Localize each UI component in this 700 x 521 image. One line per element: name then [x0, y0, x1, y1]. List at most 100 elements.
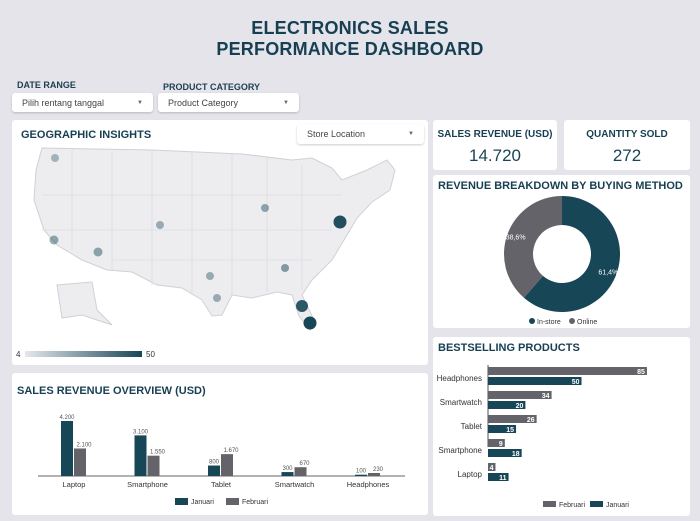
overview-title: SALES REVENUE OVERVIEW (USD) [17, 385, 206, 397]
legend-swatch [569, 318, 575, 324]
bar-value: 34 [542, 393, 550, 400]
bar-value: 100 [356, 469, 367, 475]
legend-max: 50 [146, 350, 155, 359]
bar-januari [355, 474, 367, 476]
date-range-value: Pilih rentang tanggal [22, 97, 105, 108]
chevron-down-icon: ▼ [408, 131, 414, 137]
bar-februari [368, 472, 380, 476]
bar-value: 50 [572, 379, 580, 386]
bar-value: 4 [490, 465, 494, 472]
bar-februari [488, 439, 505, 447]
legend-min: 4 [16, 350, 21, 359]
slice-label: 38,6% [506, 235, 526, 242]
store-location-value: Store Location [307, 129, 366, 139]
bar-januari [488, 401, 526, 409]
bar-januari [488, 473, 509, 481]
bestselling-title: BESTSELLING PRODUCTS [438, 342, 580, 354]
location-bubble [51, 154, 59, 162]
legend-swatch [529, 318, 535, 324]
sales-revenue-overview-card: SALES REVENUE OVERVIEW (USD) Laptop 4.200… [12, 373, 428, 515]
kpi-revenue-value: 14.720 [469, 146, 521, 165]
location-bubble [281, 264, 289, 272]
bar-value: 11 [499, 475, 507, 482]
bar-februari [488, 463, 496, 471]
bar-februari [488, 367, 647, 375]
product-category-value: Product Category [168, 97, 239, 108]
kpi-qty-value: 272 [612, 146, 642, 165]
store-location-dropdown[interactable]: Store Location ▼ [297, 124, 424, 144]
bar-januari [134, 435, 147, 476]
location-bubble [49, 235, 59, 245]
bar-value: 9 [499, 441, 503, 448]
product-category-label: PRODUCT CATEGORY [163, 82, 261, 92]
category-label: Headphones [437, 374, 482, 383]
legend-label: Januari [606, 502, 629, 509]
bar-value: 800 [209, 460, 220, 466]
sales-overview-chart: Laptop 4.200 2.100 Smartphone 3.100 1.550 Tabl… [38, 415, 405, 506]
bar-value: 15 [506, 427, 514, 434]
bar-februari [488, 415, 537, 423]
bar-januari [208, 465, 220, 476]
bar-value: 4.200 [59, 415, 75, 421]
date-range-label: DATE RANGE [17, 80, 76, 90]
bar-value: 18 [512, 451, 520, 458]
bar-value: 1.670 [223, 448, 239, 454]
legend-swatch [175, 498, 188, 505]
legend-swatch [543, 501, 556, 507]
product-category-dropdown[interactable]: Product Category ▼ [158, 93, 299, 112]
legend-swatch [590, 501, 603, 507]
bar-februari [221, 454, 233, 476]
category-label: Smartwatch [440, 398, 482, 407]
chevron-down-icon: ▼ [283, 99, 289, 106]
bar-februari [294, 467, 307, 476]
category-label: Headphones [347, 480, 390, 489]
location-bubble [261, 204, 269, 212]
bestselling-chart: Headphones 85 50 Smartwatch 34 20 Tablet 26 15 Sm… [437, 365, 647, 509]
legend-label: Online [577, 319, 597, 326]
date-range-dropdown[interactable]: Pilih rentang tanggal ▼ [12, 93, 153, 112]
donut-slice-in-store [523, 196, 620, 312]
bar-value: 2.100 [76, 442, 92, 448]
bestselling-products-card: BESTSELLING PRODUCTS Headphones 85 50 Smart… [433, 337, 690, 516]
us-map-states-grid [42, 150, 342, 295]
kpi-qty-label: QUANTITY SOLD [586, 129, 668, 140]
bar-februari [147, 455, 160, 476]
quantity-sold-kpi: QUANTITY SOLD 272 [564, 120, 690, 170]
category-label: Laptop [458, 470, 483, 479]
alaska-outline [56, 281, 113, 326]
location-bubble [206, 272, 214, 280]
kpi-revenue-label: SALES REVENUE (USD) [437, 129, 553, 140]
location-bubble [93, 247, 103, 257]
bar-januari [281, 472, 294, 476]
bar-value: 26 [527, 417, 535, 424]
donut-title: REVENUE BREAKDOWN BY BUYING METHOD [438, 180, 683, 192]
revenue-breakdown-card: REVENUE BREAKDOWN BY BUYING METHOD 61,4%… [433, 175, 690, 328]
legend-label: Februari [559, 502, 586, 509]
bar-value: 3.100 [133, 429, 149, 435]
location-bubble [213, 294, 221, 302]
bar-januari [488, 377, 582, 385]
bar-februari [74, 448, 86, 476]
chevron-down-icon: ▼ [137, 99, 143, 106]
us-map-outline [33, 147, 396, 331]
bar-januari [488, 425, 517, 433]
bar-value: 230 [373, 467, 384, 473]
sales-revenue-kpi: SALES REVENUE (USD) 14.720 [433, 120, 557, 170]
size-legend-gradient [25, 351, 142, 357]
legend-swatch [226, 498, 239, 505]
bar-februari [488, 391, 552, 399]
location-bubble [156, 221, 164, 229]
bar-januari [488, 449, 522, 457]
bar-value: 1.550 [150, 450, 166, 456]
bar-value: 300 [282, 466, 293, 472]
category-label: Smartwatch [275, 480, 315, 489]
geographic-insights-card: GEOGRAPHIC INSIGHTS Store Location ▼ 4 50 [12, 120, 428, 365]
category-label: Smartphone [438, 446, 482, 455]
location-bubble [333, 215, 347, 229]
legend-label: Januari [191, 499, 214, 506]
category-label: Tablet [461, 422, 483, 431]
slice-label: 61,4% [598, 269, 618, 276]
location-bubble [296, 300, 308, 312]
bar-value: 670 [299, 461, 310, 467]
bar-value: 85 [637, 369, 645, 376]
